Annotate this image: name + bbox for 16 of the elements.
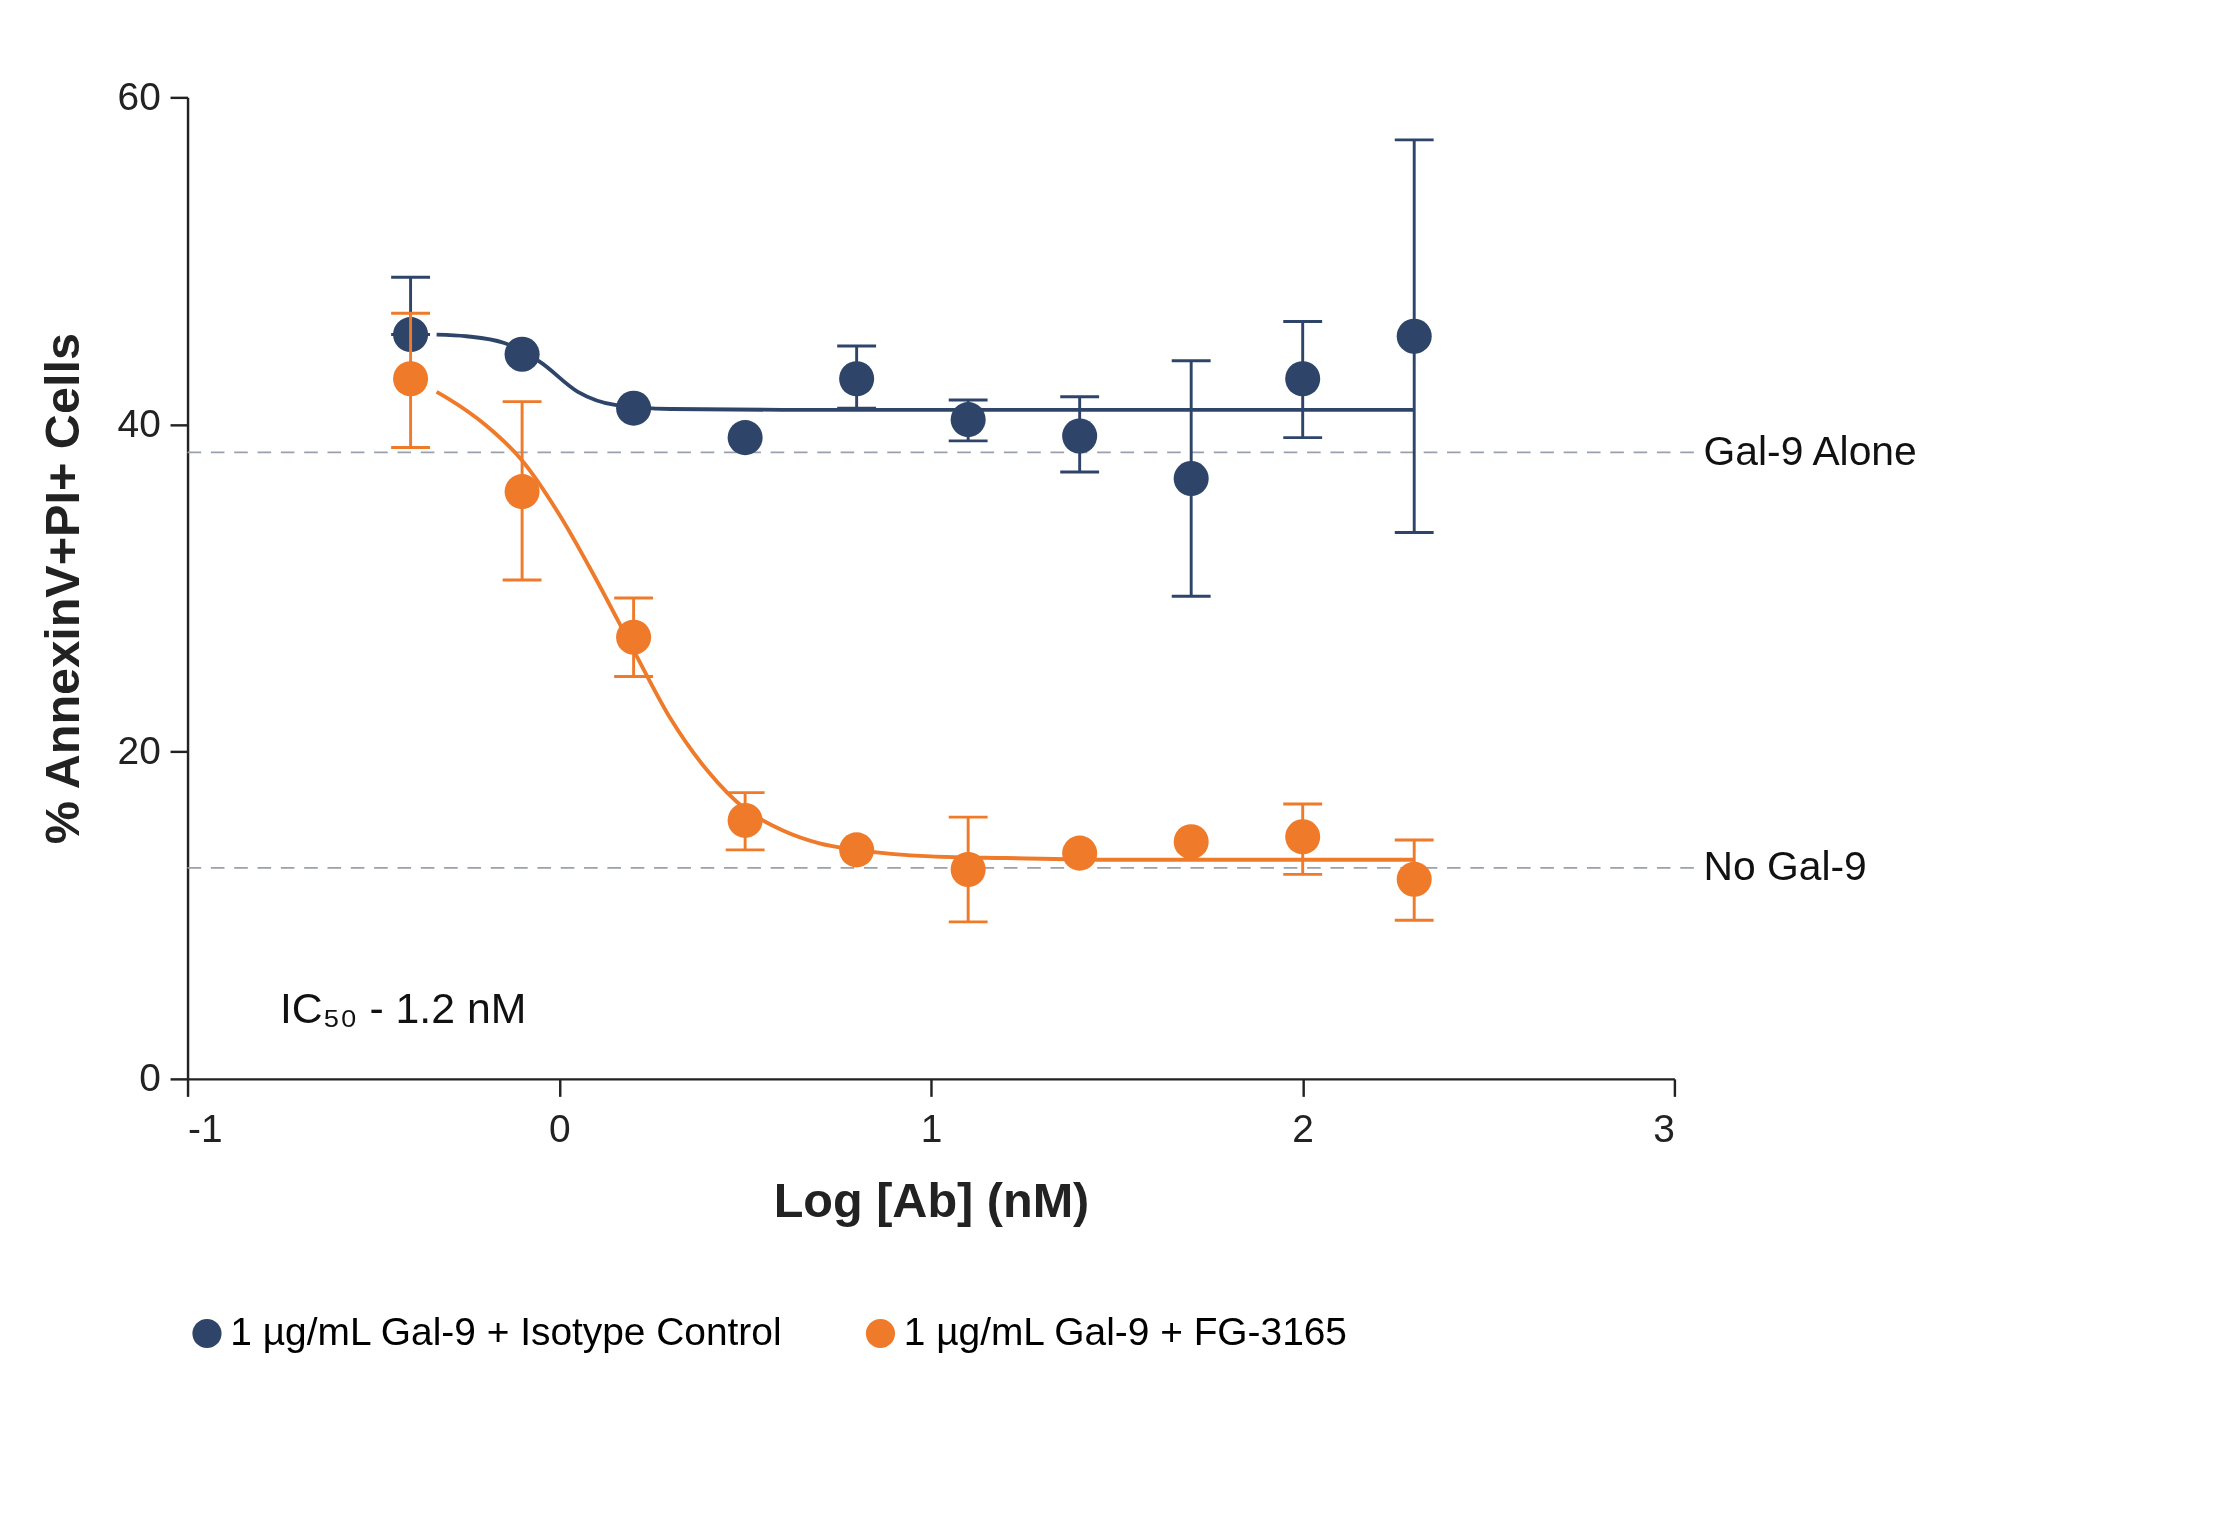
- ref-line-label: Gal-9 Alone: [1703, 427, 1917, 474]
- ref-line-label: No Gal-9: [1703, 843, 1867, 890]
- legend-label: 1 µg/mL Gal-9 + FG-3165: [903, 1310, 1347, 1354]
- legend-label: 1 µg/mL Gal-9 + Isotype Control: [230, 1310, 782, 1354]
- annotation: IC₅₀ - 1.2 nM: [279, 984, 527, 1033]
- y-tick-label: 0: [139, 1056, 161, 1100]
- y-tick-label: 60: [117, 74, 161, 118]
- x-tick-label: -1: [188, 1106, 223, 1150]
- x-tick-label: 2: [1292, 1106, 1314, 1150]
- x-tick-label: 3: [1653, 1106, 1675, 1150]
- x-tick-label: 0: [548, 1106, 571, 1150]
- y-axis-title: % AnnexinV+PI+ Cells: [34, 333, 89, 845]
- x-tick-label: 1: [920, 1106, 943, 1150]
- x-axis-title: Log [Ab] (nM): [773, 1173, 1090, 1228]
- y-tick-label: 20: [117, 728, 161, 772]
- y-tick-label: 40: [117, 401, 161, 445]
